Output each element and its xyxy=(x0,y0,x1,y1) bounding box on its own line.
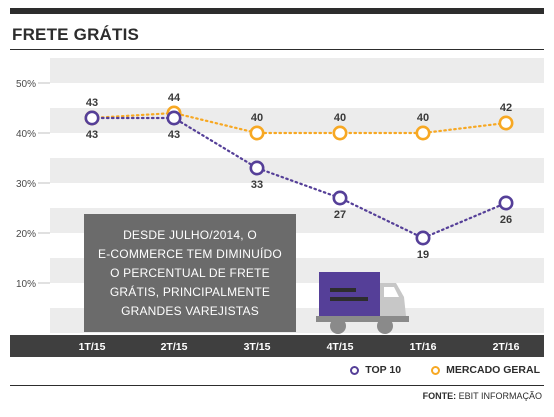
y-tick-label: 50% xyxy=(16,79,36,90)
data-label-top10: 33 xyxy=(251,179,263,191)
y-tick-label: 10% xyxy=(16,279,36,290)
legend-item-top10: TOP 10 xyxy=(350,364,401,376)
title-rule xyxy=(10,49,544,50)
data-label-mercado: 42 xyxy=(500,102,512,114)
data-label-top10: 26 xyxy=(500,214,512,226)
data-label-mercado: 40 xyxy=(334,112,346,124)
grid-band xyxy=(50,108,544,133)
data-point-mercado xyxy=(249,125,265,141)
truck-icon xyxy=(316,272,409,334)
series-line-top10 xyxy=(90,116,508,240)
source-rule xyxy=(10,385,544,386)
legend-label-mercado: MERCADO GERAL xyxy=(446,364,540,376)
data-label-mercado: 43 xyxy=(86,97,98,109)
data-point-top10 xyxy=(332,190,348,206)
series-lines xyxy=(90,111,508,240)
truck-cargo-box xyxy=(319,272,380,316)
x-axis-bar: 1T/15 2T/15 3T/15 4T/15 1T/16 2T/16 xyxy=(10,335,544,357)
x-tick-label: 4T/15 xyxy=(327,341,354,353)
x-axis-band xyxy=(10,335,544,357)
data-label-top10: 19 xyxy=(417,249,429,261)
grid-band xyxy=(50,58,544,83)
truck-window xyxy=(384,287,399,297)
data-label-mercado: 44 xyxy=(168,92,181,104)
source-label: FONTE: xyxy=(422,391,457,401)
legend: TOP 10 MERCADO GERAL xyxy=(350,361,540,379)
data-label-mercado: 40 xyxy=(417,112,429,124)
series-line-mercado xyxy=(90,111,508,135)
data-label-top10: 43 xyxy=(86,129,98,141)
source-note: FONTE: EBIT INFORMAÇÃO xyxy=(423,391,542,401)
source-text: EBIT INFORMAÇÃO xyxy=(458,391,542,401)
legend-marker-top10 xyxy=(350,365,360,375)
truck-cargo-stripe xyxy=(330,288,356,292)
callout-line: GRÁTIS, PRINCIPALMENTE xyxy=(109,284,271,299)
data-labels: 43 43 33 27 19 26 43 44 40 40 40 42 xyxy=(86,92,512,261)
callout-box: DESDE JULHO/2014, O E-COMMERCE TEM DIMIN… xyxy=(84,214,296,332)
data-label-mercado: 40 xyxy=(251,112,263,124)
truck-cargo-stripe xyxy=(330,297,368,301)
callout-line: E-COMMERCE TEM DIMINUÍDO xyxy=(98,246,282,261)
x-tick-label: 2T/16 xyxy=(493,341,520,353)
data-point-mercado xyxy=(332,125,348,141)
y-axis-ticks: 10% 20% 30% 40% 50% xyxy=(16,79,50,290)
truck-wheel xyxy=(330,318,346,334)
x-tick-label: 1T/16 xyxy=(410,341,437,353)
data-label-top10: 27 xyxy=(334,209,346,221)
data-point-top10 xyxy=(84,110,100,126)
callout-line: O PERCENTUAL DE FRETE xyxy=(110,265,270,280)
legend-marker-mercado xyxy=(431,365,441,375)
data-point-mercado xyxy=(498,115,514,131)
x-tick-label: 1T/15 xyxy=(79,341,106,353)
y-tick-label: 40% xyxy=(16,129,36,140)
legend-item-mercado: MERCADO GERAL xyxy=(431,364,540,376)
legend-label-top10: TOP 10 xyxy=(365,364,402,376)
chart-title: FRETE GRÁTIS xyxy=(12,25,140,44)
callout-line: DESDE JULHO/2014, O xyxy=(123,227,257,242)
data-label-top10: 43 xyxy=(168,129,180,141)
data-point-top10 xyxy=(249,160,265,176)
callout-line: GRANDES VAREJISTAS xyxy=(121,303,259,318)
truck-chassis xyxy=(316,316,409,322)
grid-bands xyxy=(50,58,544,333)
y-tick-label: 30% xyxy=(16,179,36,190)
grid-band xyxy=(50,158,544,183)
x-tick-label: 3T/15 xyxy=(244,341,271,353)
truck-wheel xyxy=(377,318,393,334)
callout-text: DESDE JULHO/2014, O E-COMMERCE TEM DIMIN… xyxy=(98,226,282,321)
data-point-top10 xyxy=(166,110,182,126)
data-point-top10 xyxy=(415,230,431,246)
grid-band xyxy=(50,183,544,208)
grid-band xyxy=(50,133,544,158)
series-points xyxy=(84,105,514,246)
top-rule xyxy=(10,8,544,14)
data-point-top10 xyxy=(498,195,514,211)
data-point-mercado xyxy=(415,125,431,141)
grid-band xyxy=(50,83,544,108)
x-tick-label: 2T/15 xyxy=(161,341,188,353)
y-tick-label: 20% xyxy=(16,229,36,240)
